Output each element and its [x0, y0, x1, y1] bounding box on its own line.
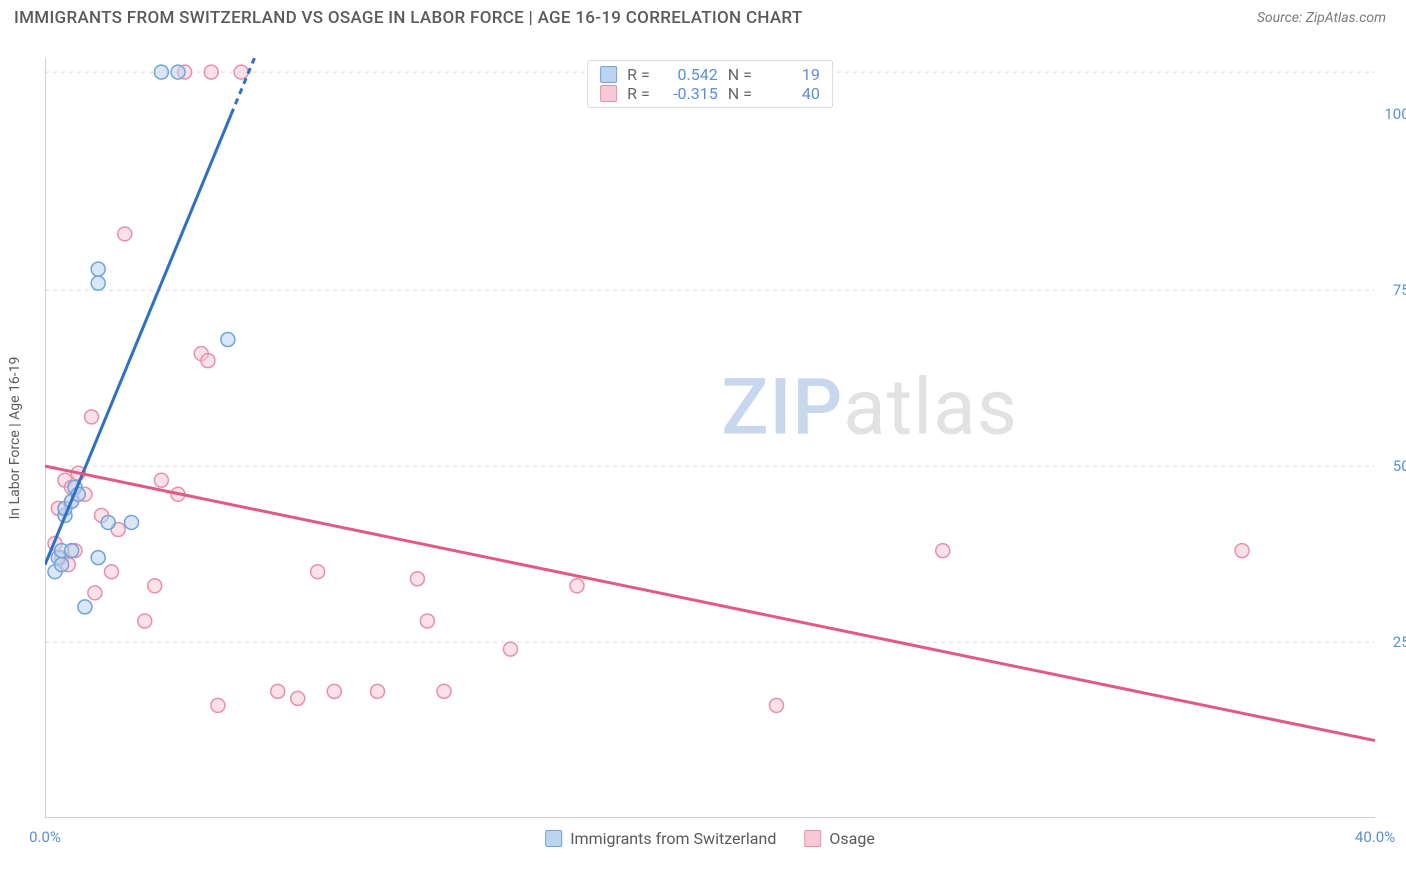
ytick-50: 50.0% [1393, 457, 1406, 475]
swatch-series2-icon [804, 830, 821, 847]
swatch-series1-icon [600, 66, 617, 83]
r-value-series1: 0.542 [660, 65, 718, 84]
legend-label-series2: Osage [829, 829, 874, 848]
r-label: R = [627, 65, 650, 84]
n-value-series2: 40 [762, 84, 820, 103]
xtick-0: 0.0% [29, 828, 61, 846]
legend-row-series1: R = 0.542 N = 19 [600, 65, 820, 84]
swatch-series1-icon [545, 830, 562, 847]
ytick-75: 75.0% [1393, 281, 1406, 299]
legend-correlation: R = 0.542 N = 19 R = -0.315 N = 40 [587, 60, 833, 108]
chart-title: IMMIGRANTS FROM SWITZERLAND VS OSAGE IN … [14, 8, 803, 28]
legend-label-series1: Immigrants from Switzerland [570, 829, 776, 848]
chart-area: In Labor Force | Age 16-19 R = 0.542 N =… [45, 58, 1375, 818]
n-label: N = [728, 84, 752, 103]
r-value-series2: -0.315 [660, 84, 718, 103]
ytick-25: 25.0% [1393, 633, 1406, 651]
legend-series: Immigrants from Switzerland Osage [545, 829, 875, 848]
y-axis-label: In Labor Force | Age 16-19 [7, 357, 23, 520]
n-label: N = [728, 65, 752, 84]
ytick-100: 100.0% [1384, 105, 1406, 123]
source-label: Source: ZipAtlas.com [1257, 10, 1386, 26]
n-value-series1: 19 [762, 65, 820, 84]
r-label: R = [627, 84, 650, 103]
legend-item-series1: Immigrants from Switzerland [545, 829, 776, 848]
legend-item-series2: Osage [804, 829, 874, 848]
legend-row-series2: R = -0.315 N = 40 [600, 84, 820, 103]
scatter-plot [45, 58, 1375, 818]
xtick-40: 40.0% [1355, 828, 1395, 846]
swatch-series2-icon [600, 85, 617, 102]
